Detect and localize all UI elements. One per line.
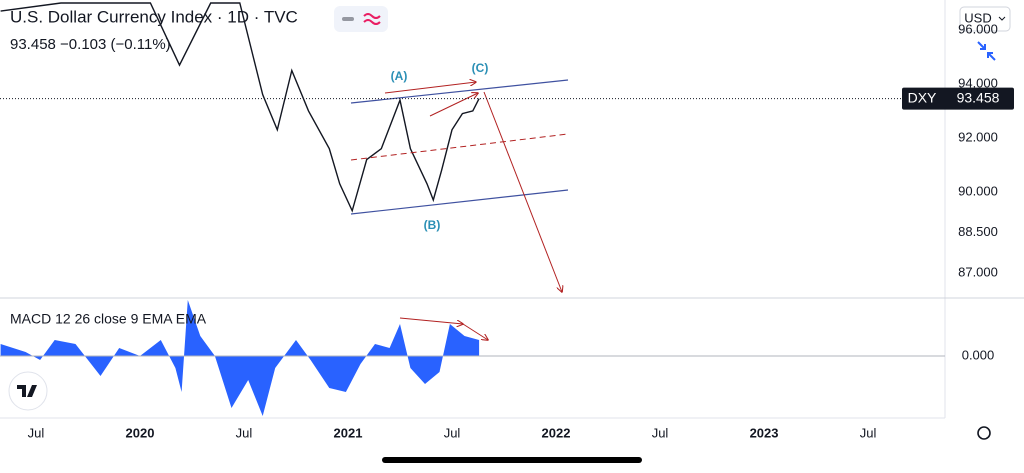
arrow bbox=[384, 82, 476, 94]
arrow bbox=[462, 323, 488, 340]
icon bbox=[998, 16, 1006, 21]
arrow bbox=[483, 91, 562, 292]
y-tick-label: 88.500 bbox=[958, 224, 998, 239]
price-tag bbox=[902, 87, 1014, 110]
x-tick-label: 2022 bbox=[542, 425, 571, 440]
icon bbox=[342, 17, 354, 21]
chart-title: U.S. Dollar Currency Index · 1D · TVC bbox=[10, 7, 298, 26]
macd-histogram bbox=[0, 300, 480, 416]
channel-mid bbox=[350, 133, 569, 161]
arrow bbox=[429, 93, 478, 117]
icon bbox=[363, 13, 381, 25]
price-tag-symbol: DXY bbox=[908, 89, 937, 105]
y-tick-label: 90.000 bbox=[958, 183, 998, 198]
settings-icon[interactable] bbox=[977, 426, 991, 440]
y-tick-label: 92.000 bbox=[958, 129, 998, 144]
x-tick-label: Jul bbox=[236, 425, 253, 440]
home-indicator bbox=[382, 457, 642, 463]
scale-icon[interactable] bbox=[977, 41, 996, 61]
logo[interactable] bbox=[8, 371, 48, 411]
y-tick-label: 94.000 bbox=[958, 75, 998, 90]
y-tick-label: 0.000 bbox=[962, 347, 995, 362]
wave-label: (B) bbox=[424, 218, 441, 232]
quote: 93.458 −0.103 (−0.11%) bbox=[10, 36, 171, 53]
x-tick-label: 2020 bbox=[126, 425, 155, 440]
x-tick-label: Jul bbox=[444, 425, 461, 440]
arrow bbox=[399, 317, 463, 324]
channel-bottom bbox=[350, 189, 569, 215]
x-tick-label: Jul bbox=[28, 425, 45, 440]
logo-mark bbox=[17, 385, 37, 397]
y-tick-label: 96.000 bbox=[958, 21, 998, 36]
indicator-title: MACD 12 26 close 9 EMA EMA bbox=[10, 311, 207, 327]
currency-button[interactable] bbox=[959, 6, 1011, 32]
y-tick-label: 87.000 bbox=[958, 264, 998, 279]
wave-label: (A) bbox=[391, 69, 408, 83]
price-line bbox=[0, 2, 480, 213]
x-tick-label: Jul bbox=[652, 425, 669, 440]
x-tick-label: Jul bbox=[860, 425, 877, 440]
drawings bbox=[350, 79, 569, 340]
indicator-toggle[interactable] bbox=[334, 6, 388, 32]
price-tag-value: 93.458 bbox=[957, 89, 1000, 105]
x-tick-label: 2021 bbox=[334, 425, 363, 440]
plot bbox=[0, 2, 480, 416]
wave-label: (C) bbox=[472, 61, 489, 75]
currency: USD bbox=[964, 10, 991, 25]
channel-top bbox=[350, 79, 569, 104]
x-tick-label: 2023 bbox=[750, 425, 779, 440]
